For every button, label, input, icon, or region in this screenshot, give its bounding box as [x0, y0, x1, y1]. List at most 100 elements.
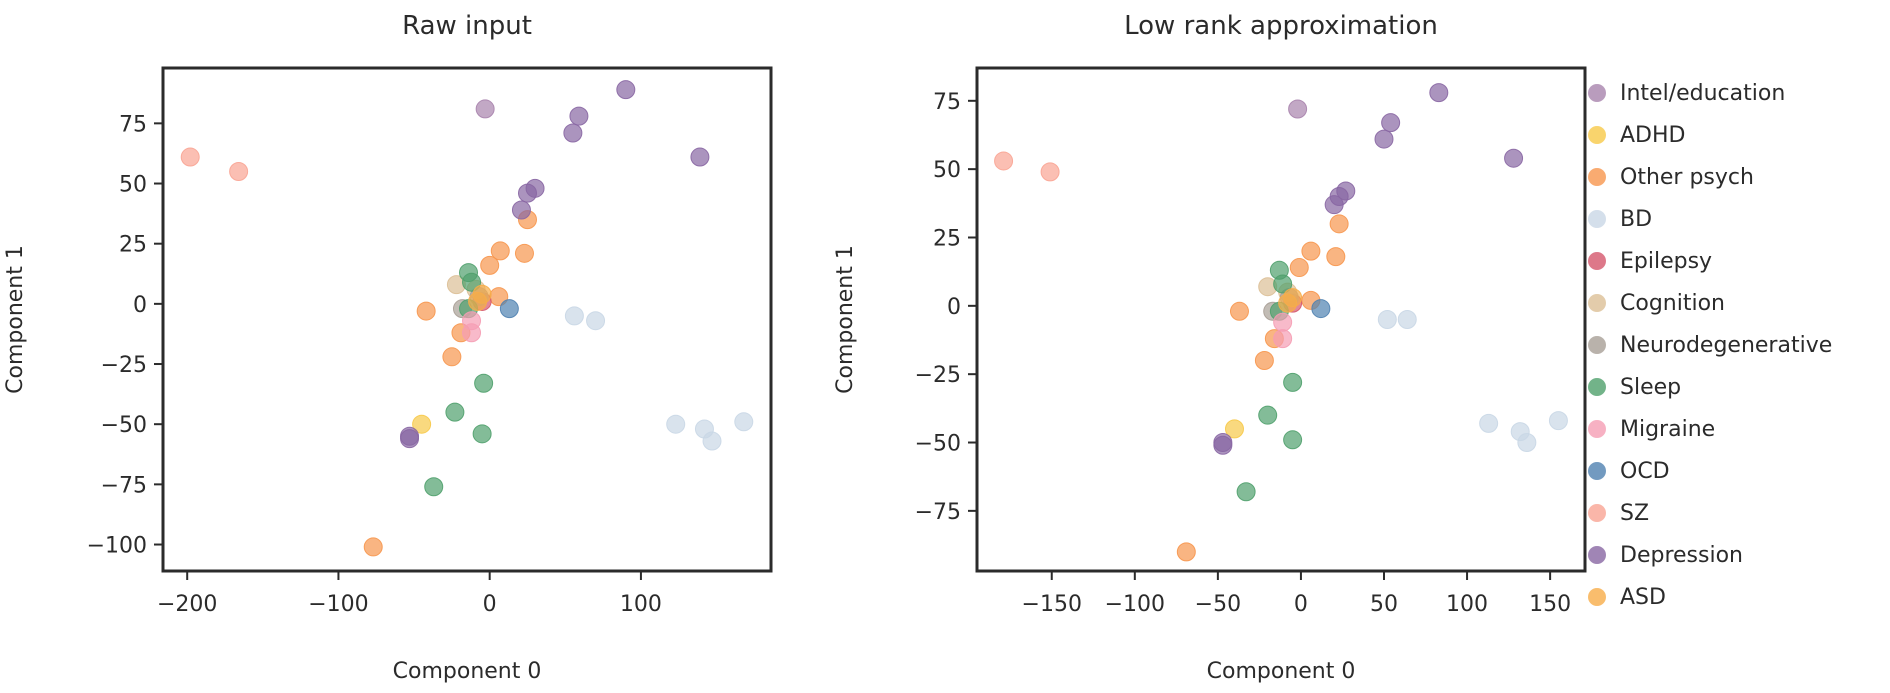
data-point [1429, 83, 1449, 103]
legend-label: Migraine [1620, 416, 1716, 442]
y-tick-label: 50 [933, 158, 961, 183]
legend-label: ADHD [1620, 122, 1686, 148]
data-point [702, 431, 722, 451]
data-point [1324, 195, 1344, 215]
data-point [1254, 351, 1274, 371]
data-point [229, 161, 249, 181]
y-tick-label: −75 [101, 473, 147, 498]
legend: Intel/education ADHD Other psych BD Epilepsy… [1588, 72, 1832, 618]
scatter-points [180, 80, 754, 557]
data-point [563, 123, 583, 143]
data-point [1326, 247, 1346, 267]
legend-marker [1588, 126, 1606, 144]
data-point [1374, 129, 1394, 149]
data-point [1273, 329, 1293, 349]
legend-item: SZ [1588, 492, 1832, 534]
legend-marker [1588, 462, 1606, 480]
y-tick-label: 75 [933, 90, 961, 115]
data-point [1283, 430, 1303, 450]
legend-label: Other psych [1620, 164, 1754, 190]
data-point [480, 255, 500, 275]
x-tick-label: 100 [1446, 592, 1488, 617]
y-tick-label: 50 [119, 173, 147, 198]
legend-item: Cognition [1588, 282, 1832, 324]
legend-item: Other psych [1588, 156, 1832, 198]
data-point [1229, 301, 1249, 321]
data-point [1040, 162, 1060, 182]
data-point [1176, 542, 1196, 562]
legend-label: ASD [1620, 584, 1666, 610]
scatter-points [994, 83, 1568, 562]
legend-marker [1588, 420, 1606, 438]
data-point [400, 429, 420, 449]
legend-marker [1588, 294, 1606, 312]
data-point [424, 477, 444, 497]
data-point [586, 311, 606, 331]
data-point [1329, 214, 1349, 234]
legend-label: Cognition [1620, 290, 1725, 316]
legend-marker [1588, 210, 1606, 228]
legend-item: Sleep [1588, 366, 1832, 408]
y-tick-label: −50 [101, 413, 147, 438]
x-tick-label: −200 [157, 592, 217, 617]
data-point [474, 373, 494, 393]
data-point [462, 272, 482, 292]
legend-marker [1588, 546, 1606, 564]
data-point [564, 306, 584, 326]
x-tick-label: 50 [1370, 592, 1398, 617]
data-point [1273, 274, 1293, 294]
data-point [490, 241, 510, 261]
data-point [1289, 258, 1309, 278]
legend-marker [1588, 588, 1606, 606]
data-point [475, 99, 495, 119]
data-point [1258, 405, 1278, 425]
y-tick-label: 0 [947, 295, 961, 320]
data-point [462, 323, 482, 343]
data-point [1311, 299, 1331, 319]
data-point [514, 243, 534, 263]
legend-marker [1588, 378, 1606, 396]
legend-label: Sleep [1620, 374, 1682, 400]
data-point [445, 402, 465, 422]
legend-label: Neurodegenerative [1620, 332, 1833, 358]
axes-frame [975, 66, 1587, 573]
data-point [472, 424, 492, 444]
axes-frame [161, 66, 773, 573]
legend-label: Epilepsy [1620, 248, 1713, 274]
x-tick-label: −150 [1022, 592, 1082, 617]
data-point [1224, 419, 1244, 439]
data-point [666, 414, 686, 434]
y-tick-label: −100 [87, 534, 147, 559]
legend-label: Depression [1620, 542, 1743, 568]
y-axis-label: Component 1 [833, 245, 858, 394]
x-tick-label: −100 [1105, 592, 1165, 617]
data-point [1301, 241, 1321, 261]
data-point [994, 151, 1014, 171]
y-tick-label: 25 [933, 226, 961, 251]
legend-item: Intel/education [1588, 72, 1832, 114]
y-tick-label: −25 [915, 363, 961, 388]
x-tick-label: 150 [1529, 592, 1571, 617]
legend-label: SZ [1620, 500, 1650, 526]
data-point [412, 414, 432, 434]
data-point [1517, 433, 1537, 453]
y-tick-label: 75 [119, 112, 147, 137]
legend-label: Intel/education [1620, 80, 1786, 106]
chart-panel-1: −150 −100 −50 0 50 100 150 −75 −50 −25 0 25 50 75 Low … [833, 11, 1587, 684]
legend-item: ASD [1588, 576, 1832, 618]
legend-label: OCD [1620, 458, 1670, 484]
data-point [1273, 312, 1293, 332]
data-point [1278, 293, 1298, 313]
data-point [1236, 482, 1256, 502]
legend-item: Depression [1588, 534, 1832, 576]
y-tick-label: −25 [101, 353, 147, 378]
legend-label: BD [1620, 206, 1653, 232]
legend-marker [1588, 504, 1606, 522]
legend-marker [1588, 168, 1606, 186]
legend-marker [1588, 84, 1606, 102]
x-tick-label: 0 [1294, 592, 1308, 617]
data-point [1213, 435, 1233, 455]
legend-item: OCD [1588, 450, 1832, 492]
chart-title: Raw input [402, 11, 532, 41]
